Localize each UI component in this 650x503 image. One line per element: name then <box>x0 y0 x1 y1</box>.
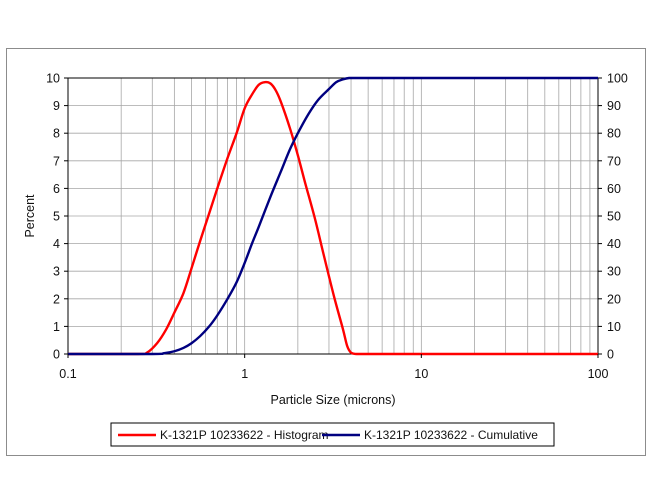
y-tick-label: 9 <box>53 99 60 113</box>
series-lines <box>67 76 598 356</box>
y-tick-label: 2 <box>53 292 60 306</box>
y-tick-label: 5 <box>53 210 60 224</box>
y2-tick-label: 30 <box>607 265 621 279</box>
y-tick-label: 3 <box>53 265 60 279</box>
gridlines <box>68 78 598 354</box>
series-line-cumulative <box>67 76 598 356</box>
y-tick-label: 10 <box>46 72 60 86</box>
y2-tick-label: 0 <box>607 348 614 362</box>
y-axis-title: Percent <box>23 194 37 238</box>
y-tick-label: 4 <box>53 237 60 251</box>
x-tick-label: 10 <box>414 367 428 381</box>
y-tick-label: 8 <box>53 127 60 141</box>
series-line-histogram <box>67 80 598 356</box>
y2-tick-label: 60 <box>607 182 621 196</box>
x-tick-label: 0.1 <box>59 367 76 381</box>
legend-label-histogram: K-1321P 10233622 - Histogram <box>160 428 329 442</box>
y-tick-label: 7 <box>53 154 60 168</box>
y2-tick-label: 80 <box>607 127 621 141</box>
y2-tick-label: 20 <box>607 292 621 306</box>
y2-tick-label: 100 <box>607 72 628 86</box>
legend: K-1321P 10233622 - Histogram K-1321P 102… <box>110 422 555 447</box>
chart-area <box>6 48 646 456</box>
y-tick-label: 0 <box>53 348 60 362</box>
y2-tick-label: 10 <box>607 320 621 334</box>
y-tick-label: 1 <box>53 320 60 334</box>
x-axis-title: Particle Size (microns) <box>270 393 395 407</box>
legend-label-cumulative: K-1321P 10233622 - Cumulative <box>364 428 538 442</box>
x-tick-label: 1 <box>241 367 248 381</box>
y2-tick-label: 40 <box>607 237 621 251</box>
y2-tick-label: 50 <box>607 210 621 224</box>
y2-tick-label: 70 <box>607 154 621 168</box>
x-tick-label: 100 <box>588 367 609 381</box>
y2-tick-label: 90 <box>607 99 621 113</box>
y-tick-label: 6 <box>53 182 60 196</box>
